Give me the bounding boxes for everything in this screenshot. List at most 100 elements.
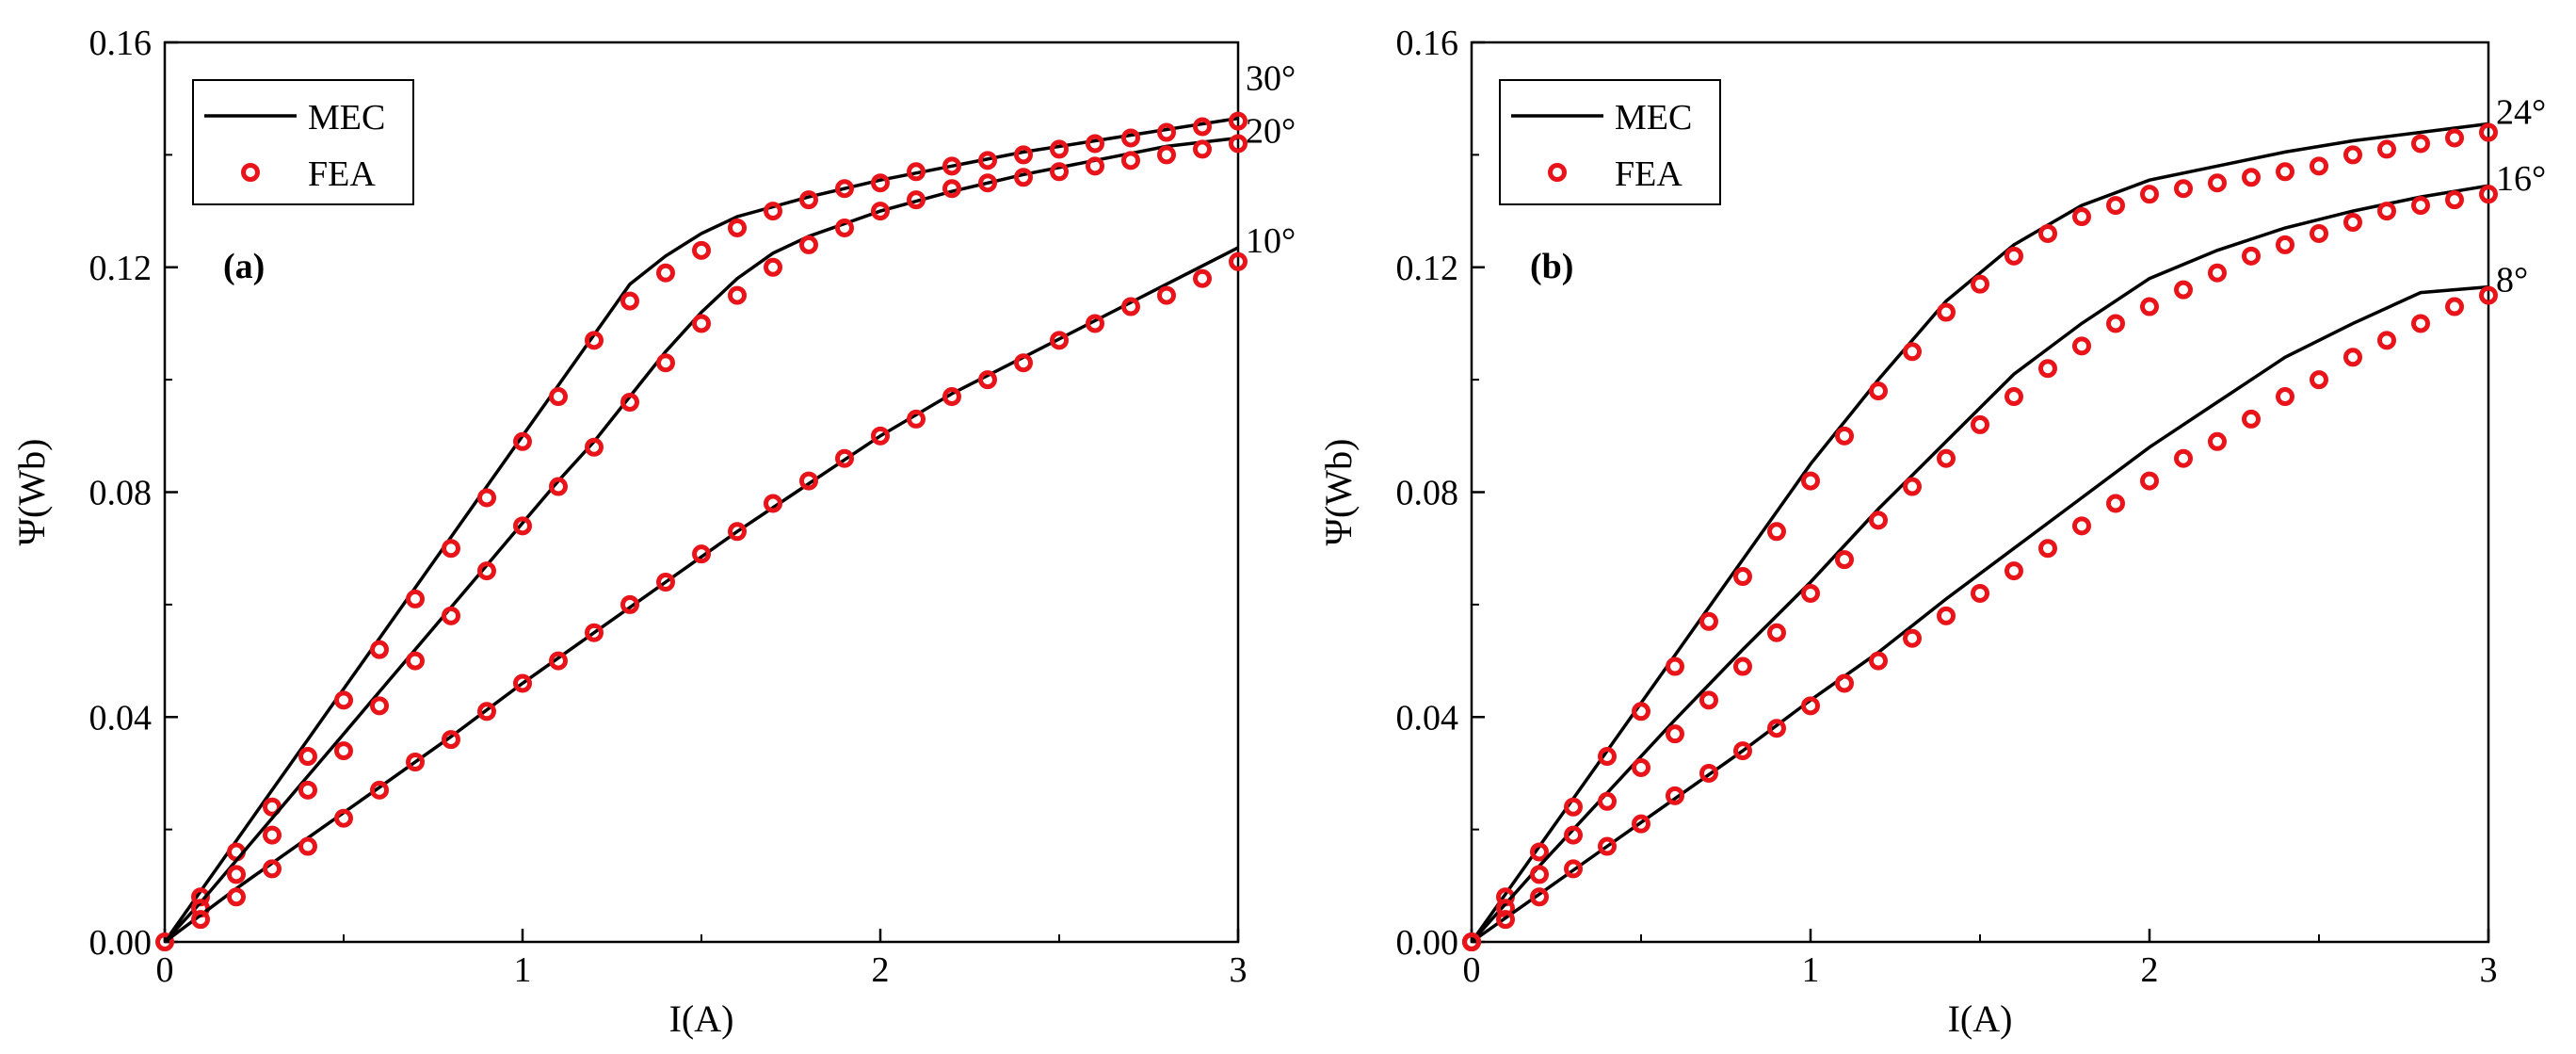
fea-point [1937, 448, 1956, 468]
y-tick-label: 0.00 [89, 923, 153, 963]
fea-point [1937, 302, 1956, 322]
fea-point [2140, 185, 2159, 204]
fea-point [513, 673, 532, 693]
fea-point [656, 573, 675, 592]
fea-point [2038, 359, 2057, 379]
fea-point [1767, 623, 1786, 642]
fea-point [1121, 151, 1140, 170]
fea-point [1121, 128, 1140, 148]
fea-point [1014, 145, 1033, 165]
fea-point [1564, 825, 1583, 845]
fea-point [2310, 156, 2328, 176]
y-tick-label: 0.12 [1396, 249, 1459, 288]
fea-point [406, 589, 425, 608]
y-tick-label: 0.08 [89, 474, 153, 513]
fea-point [942, 156, 961, 176]
legend-box [1499, 79, 1721, 205]
fea-point [2004, 561, 2023, 581]
fea-point [1050, 331, 1069, 350]
y-tick-label: 0.00 [1396, 923, 1459, 963]
fea-point [2038, 539, 2057, 559]
fea-point [1903, 628, 1922, 648]
fea-point [620, 393, 639, 412]
fea-point [191, 910, 210, 930]
fea-point [298, 747, 317, 767]
x-tick-label: 0 [1463, 950, 1481, 990]
fea-point [1767, 719, 1786, 738]
y-tick-label: 0.16 [1396, 24, 1459, 63]
fea-point [2106, 494, 2125, 513]
fea-point [871, 173, 890, 193]
x-axis-label: I(A) [1948, 997, 2013, 1040]
fea-point [585, 437, 604, 457]
fea-point [656, 263, 675, 283]
fea-point [549, 477, 568, 496]
fea-point [2445, 190, 2464, 210]
x-tick-label: 1 [1802, 950, 1820, 990]
fea-point [298, 780, 317, 800]
fea-point [1598, 836, 1617, 856]
fea-point [1598, 791, 1617, 811]
fea-point [1086, 134, 1104, 154]
fea-point [1496, 899, 1515, 918]
fea-point [1086, 314, 1104, 333]
fea-point [1014, 168, 1033, 187]
fea-point [1193, 268, 1212, 288]
fea-point [1564, 859, 1583, 879]
y-tick-label: 0.16 [89, 24, 153, 63]
fea-point [334, 808, 353, 828]
fea-point [2174, 179, 2193, 199]
fea-point [2377, 139, 2396, 159]
fea-point [620, 594, 639, 614]
fea-point [334, 690, 353, 710]
fea-point [2106, 196, 2125, 216]
fea-point [692, 240, 711, 260]
fea-point [1733, 657, 1752, 676]
fea-point [2276, 387, 2294, 407]
curve-label: 8° [2496, 261, 2528, 300]
fea-point [1530, 887, 1549, 907]
fea-point [764, 494, 782, 513]
fea-point [1496, 910, 1515, 930]
fea-point [2479, 122, 2498, 142]
fea-point [1835, 550, 1854, 570]
fea-point [620, 291, 639, 311]
fea-point [799, 190, 818, 210]
fea-point [692, 314, 711, 333]
fea-point [978, 370, 997, 390]
fea-point [2445, 128, 2464, 148]
fea-point [477, 702, 496, 722]
fea-point [2276, 235, 2294, 254]
fea-point [227, 887, 246, 907]
fea-point [2208, 431, 2227, 451]
fea-point [1835, 426, 1854, 446]
fea-point [978, 173, 997, 193]
fea-point [1699, 611, 1718, 631]
fea-point [764, 257, 782, 277]
mec-line-24° [1470, 122, 2489, 944]
fea-point [1564, 797, 1583, 817]
fea-point [370, 640, 389, 659]
fea-point [907, 409, 926, 429]
chart-panel-b: 0 1 2 3 0.00 0.04 0.08 0.12 0.16 I(A) Ψ(Wb) (b) 24° 1… [1317, 24, 2546, 1040]
x-tick-label: 0 [156, 950, 174, 990]
fea-point [2479, 185, 2498, 204]
fea-point [1462, 932, 1481, 951]
fea-point [2343, 145, 2362, 165]
fea-point [2276, 162, 2294, 182]
fea-point [2242, 246, 2261, 266]
fea-point [2208, 263, 2227, 283]
fea-point [585, 331, 604, 350]
fea-point [2310, 370, 2328, 390]
fea-point [477, 488, 496, 508]
y-tick-label: 0.04 [89, 698, 153, 738]
curve-label: 16° [2496, 159, 2546, 199]
curve-label: 20° [1246, 111, 1296, 151]
fea-point [907, 162, 926, 182]
fea-point [549, 387, 568, 407]
legend-fea-label: FEA [308, 154, 376, 194]
fea-point [2072, 336, 2091, 356]
y-axis-label: Ψ(Wb) [1317, 439, 1360, 546]
fea-point [728, 522, 747, 542]
fea-point [1733, 741, 1752, 761]
